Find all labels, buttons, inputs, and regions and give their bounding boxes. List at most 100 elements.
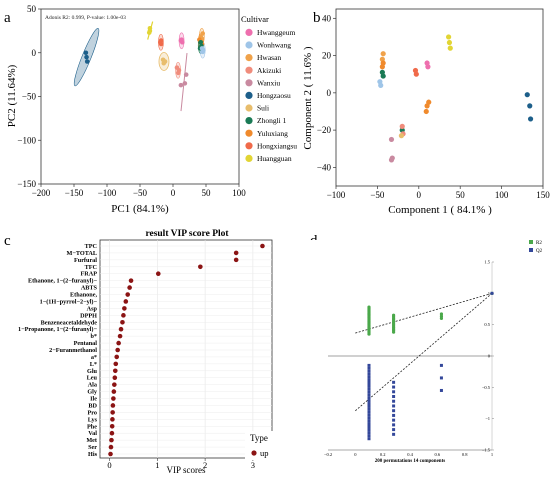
panel-a-point bbox=[178, 38, 184, 43]
panel-a-point bbox=[84, 54, 89, 60]
panel-c-point bbox=[110, 403, 116, 408]
panel-d-xtick-label: 0 bbox=[354, 452, 357, 457]
panel-c-xtick-label: 3 bbox=[251, 460, 255, 470]
panel-b-xlabel: Component 1 ( 84.1% ) bbox=[388, 204, 492, 216]
panel-b-point bbox=[398, 133, 405, 139]
panel-c-category-label: Gly bbox=[87, 389, 98, 396]
panel-d-legend-q2-label: Q2 bbox=[536, 249, 543, 254]
panel-d-r2-point bbox=[392, 313, 396, 317]
panel-d-q2-point bbox=[367, 390, 371, 394]
panel-c-point bbox=[155, 271, 161, 277]
panel-c-category-label: BD bbox=[88, 402, 97, 409]
panel-b-point bbox=[388, 136, 395, 143]
panel-b: b −100 −50 0 50 100 150 −40 −20 0 20 40 Component … bbox=[302, 8, 550, 216]
panel-c-category-label: a* bbox=[91, 354, 97, 361]
panel-a-legend-marker bbox=[245, 142, 253, 150]
panel-c-category-label: Ethanone, bbox=[70, 292, 97, 299]
panel-c-point bbox=[123, 299, 129, 304]
panel-c-xtick-label: 0 bbox=[107, 460, 111, 470]
panel-b-xtick-label: −50 bbox=[370, 190, 385, 200]
panel-d-xtick-label: −0.2 bbox=[324, 452, 332, 457]
panel-c-category-label: TFC bbox=[85, 264, 97, 271]
panel-c-category-label: Ile bbox=[90, 396, 97, 403]
panel-c-point bbox=[120, 319, 125, 325]
panel-b-point bbox=[378, 82, 384, 88]
panel-c-category-label: DPPH bbox=[80, 312, 97, 319]
panel-a-xtick-label: 100 bbox=[232, 188, 246, 198]
panel-c-point bbox=[109, 423, 115, 429]
panel-c-title: result VIP score Plot bbox=[145, 229, 229, 239]
panel-d-q2-point bbox=[392, 418, 396, 422]
panel-c-point bbox=[112, 375, 118, 381]
panel-a-legend-marker bbox=[245, 129, 253, 137]
panel-a-legend-label: Zhongli 1 bbox=[257, 116, 287, 125]
panel-d-q2-point bbox=[367, 381, 371, 385]
panel-a-legend-label: Hongzaosu bbox=[257, 91, 291, 100]
panel-c-category-label: FRAP bbox=[81, 271, 98, 278]
panel-d-q2-point bbox=[392, 395, 396, 399]
panel-a-legend-marker bbox=[245, 104, 253, 112]
panel-a-annotation: Adonis R2: 0.999, P-value: 1.00e-03 bbox=[45, 15, 126, 21]
panel-d-r2-point bbox=[439, 312, 444, 316]
panel-c-point bbox=[113, 361, 119, 367]
panel-a-xtick-label: 0 bbox=[171, 188, 176, 198]
panel-d-q2-point bbox=[367, 422, 371, 426]
panel-b-point bbox=[380, 73, 386, 79]
panel-d-q2-point bbox=[367, 434, 371, 438]
panel-d-q2-point bbox=[367, 416, 371, 420]
panel-d-q2-point bbox=[367, 396, 371, 400]
panel-c-category-label: Leu bbox=[87, 375, 98, 382]
panel-b-point bbox=[425, 64, 431, 70]
panel-a-point bbox=[198, 39, 204, 45]
panel-c-xtick-label: 2 bbox=[203, 460, 207, 470]
panel-a-ytick-label: −50 bbox=[22, 92, 37, 102]
panel-c-point bbox=[111, 389, 117, 394]
panel-d-q2-point bbox=[367, 387, 371, 391]
panel-a-legend-label: Akizuki bbox=[257, 66, 281, 75]
panel-d-q2-point bbox=[490, 291, 494, 295]
panel-a-legend-label: Hongxiangsu bbox=[257, 141, 297, 150]
panel-c-category-label: Glu bbox=[87, 368, 98, 375]
panel-b-point bbox=[399, 123, 405, 129]
panel-d-ytick-label: 1 bbox=[488, 291, 490, 296]
panel-a-point bbox=[178, 82, 184, 88]
panel-c-category-label: Pentanal bbox=[74, 340, 98, 347]
panel-d-regression-line bbox=[355, 292, 493, 334]
panel-b-point bbox=[379, 64, 385, 70]
panel-a-point bbox=[199, 46, 205, 51]
panel-a-legend-marker bbox=[245, 154, 253, 162]
panel-c-category-label: M−TOTAL bbox=[67, 250, 97, 257]
panel-a-point bbox=[183, 72, 189, 77]
panel-c-legend-title: Type bbox=[250, 433, 268, 443]
panel-c-category-label: 1−Propanone, 1−(2−furanyl)− bbox=[18, 326, 97, 333]
panel-d-q2-point bbox=[392, 423, 396, 427]
panel-a-xtick-label: −100 bbox=[98, 188, 117, 198]
panel-c-legend-box bbox=[245, 431, 275, 460]
panel-d-plot-area bbox=[300, 240, 545, 465]
panel-d-q2-point bbox=[367, 404, 371, 408]
panel-a-legend-marker bbox=[245, 66, 253, 74]
panel-a-point bbox=[83, 50, 89, 56]
panel-b-ytick-label: 20 bbox=[322, 51, 332, 61]
panel-d-r2-point bbox=[439, 314, 444, 318]
panel-d-q2-point bbox=[367, 369, 371, 373]
panel-d-q2-point bbox=[392, 409, 396, 413]
panel-a-legend-label: Yuluxiang bbox=[257, 129, 288, 138]
panel-c-point bbox=[118, 326, 124, 332]
panel-c-category-label: ABTS bbox=[81, 285, 98, 292]
panel-d-xtick-label: 0.2 bbox=[380, 452, 386, 457]
panel-d-q2-point bbox=[367, 372, 371, 376]
panel-a-ytick-label: 50 bbox=[27, 4, 37, 14]
panel-b-ytick-label: 40 bbox=[322, 13, 332, 23]
panel-a-xtick-label: −50 bbox=[133, 188, 148, 198]
panel-d-q2-point bbox=[392, 390, 396, 394]
panel-b-point bbox=[413, 71, 419, 77]
panel-c-category-label: L* bbox=[90, 361, 97, 368]
panel-a-ytick-label: −150 bbox=[17, 179, 36, 189]
panel-d-q2-point bbox=[392, 432, 396, 436]
panel-c-xtick-label: 1 bbox=[155, 460, 159, 470]
panel-d-ytick-label: 0.5 bbox=[484, 322, 490, 327]
panel-label-c: c bbox=[4, 233, 11, 249]
panel-d-q2-point bbox=[367, 410, 371, 414]
